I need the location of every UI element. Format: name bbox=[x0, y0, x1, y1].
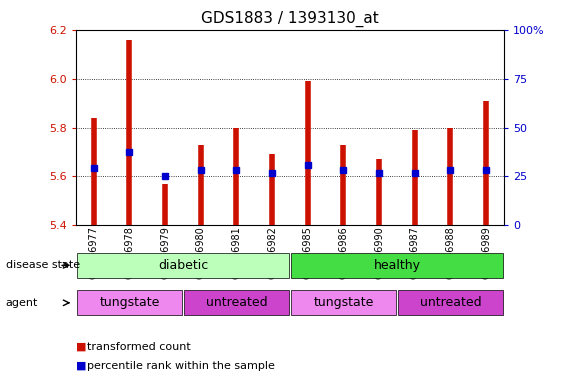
Text: disease state: disease state bbox=[6, 260, 80, 270]
Text: percentile rank within the sample: percentile rank within the sample bbox=[87, 361, 275, 370]
Bar bbox=[77, 290, 182, 315]
Bar bbox=[291, 253, 503, 278]
Text: agent: agent bbox=[6, 298, 38, 308]
Bar bbox=[184, 290, 289, 315]
Bar bbox=[397, 290, 503, 315]
Text: ■: ■ bbox=[76, 342, 87, 352]
Text: transformed count: transformed count bbox=[87, 342, 191, 352]
Text: tungstate: tungstate bbox=[313, 296, 374, 309]
Text: untreated: untreated bbox=[419, 296, 481, 309]
Text: healthy: healthy bbox=[373, 259, 421, 272]
Bar bbox=[77, 253, 289, 278]
Text: untreated: untreated bbox=[205, 296, 267, 309]
Text: ■: ■ bbox=[76, 361, 87, 370]
Bar bbox=[291, 290, 396, 315]
Text: diabetic: diabetic bbox=[158, 259, 208, 272]
Title: GDS1883 / 1393130_at: GDS1883 / 1393130_at bbox=[201, 11, 379, 27]
Text: tungstate: tungstate bbox=[99, 296, 160, 309]
